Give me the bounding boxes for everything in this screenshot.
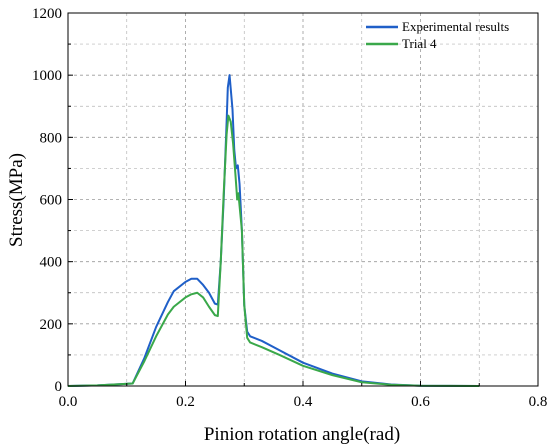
y-tick-label: 200 xyxy=(40,317,63,333)
y-tick-label: 0 xyxy=(55,379,63,395)
legend-label-1: Experimental results xyxy=(402,19,509,34)
legend: Experimental results Trial 4 xyxy=(366,19,509,51)
x-axis-title: Pinion rotation angle(rad) xyxy=(204,424,400,445)
x-tick-label: 0.6 xyxy=(411,394,430,410)
series-line-1 xyxy=(67,74,480,387)
legend-label-2: Trial 4 xyxy=(402,36,437,51)
tick-labels: 0 200 400 600 800 1000 1200 0.0 0.2 0.4 0.6 0.8 xyxy=(32,6,547,410)
axis-ticks xyxy=(67,12,539,387)
series-line-2 xyxy=(67,114,480,387)
y-axis-title: Stress(MPa) xyxy=(6,153,27,247)
y-tick-label: 1200 xyxy=(32,6,62,22)
y-tick-label: 800 xyxy=(40,130,63,146)
x-tick-label: 0.8 xyxy=(529,394,548,410)
x-tick-label: 0.2 xyxy=(176,394,195,410)
y-tick-label: 400 xyxy=(40,255,63,271)
x-tick-label: 0.0 xyxy=(59,394,78,410)
y-tick-label: 600 xyxy=(40,193,63,209)
series-layer xyxy=(67,74,480,387)
grid-lines xyxy=(68,13,538,386)
y-tick-label: 1000 xyxy=(32,68,62,84)
x-tick-label: 0.4 xyxy=(294,394,313,410)
